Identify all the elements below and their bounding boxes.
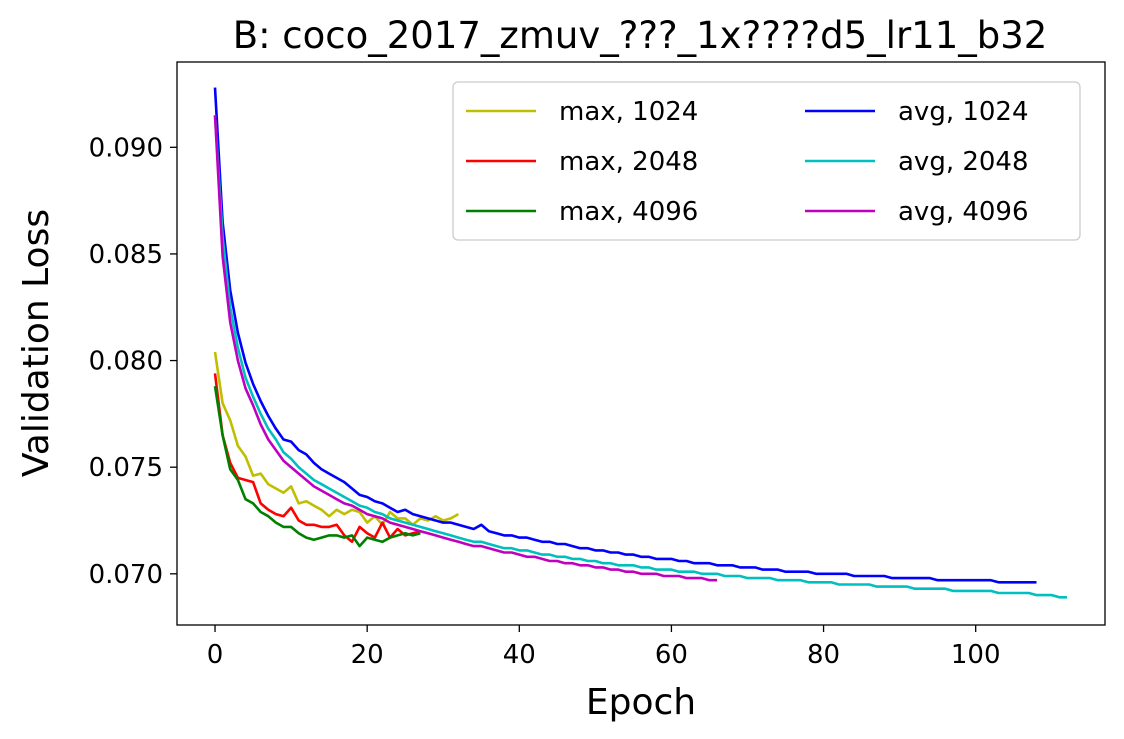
legend-label: avg, 4096 [898, 197, 1029, 227]
legend-label: avg, 2048 [898, 147, 1029, 177]
y-tick-label: 0.085 [89, 240, 163, 270]
x-tick-label: 100 [951, 640, 1001, 670]
x-tick-label: 80 [807, 640, 840, 670]
y-axis: 0.070 0.075 0.080 0.085 0.090 [89, 133, 177, 590]
x-axis: 0 20 40 60 80 100 [207, 625, 1001, 670]
x-tick-label: 40 [503, 640, 536, 670]
series-line-1 [213, 351, 460, 527]
y-tick-label: 0.080 [89, 347, 163, 377]
series-line-5 [213, 115, 1067, 599]
legend-label: max, 4096 [559, 197, 698, 227]
legend-label: avg, 1024 [898, 97, 1029, 127]
chart-title: B: coco_2017_zmuv_???_1x????d5_lr11_b32 [233, 14, 1048, 57]
legend-label: max, 2048 [559, 147, 698, 177]
x-axis-label: Epoch [586, 682, 696, 723]
x-tick-label: 0 [207, 640, 224, 670]
x-tick-label: 20 [351, 640, 384, 670]
x-tick-label: 60 [655, 640, 688, 670]
legend: max, 1024 max, 2048 max, 4096 avg, 1024 avg,… [452, 81, 1081, 241]
y-axis-label: Validation Loss [16, 209, 57, 477]
legend-label: max, 1024 [559, 97, 698, 127]
series-line-2 [213, 373, 421, 544]
series-line-4 [213, 87, 1037, 584]
series-line-3 [213, 386, 421, 548]
y-tick-label: 0.070 [89, 560, 163, 590]
y-tick-label: 0.090 [89, 133, 163, 163]
series-layer [213, 87, 1067, 599]
y-tick-label: 0.075 [89, 453, 163, 483]
plot-area-frame [176, 61, 1106, 626]
legend-frame [452, 81, 1081, 241]
series-line-6 [213, 115, 718, 582]
